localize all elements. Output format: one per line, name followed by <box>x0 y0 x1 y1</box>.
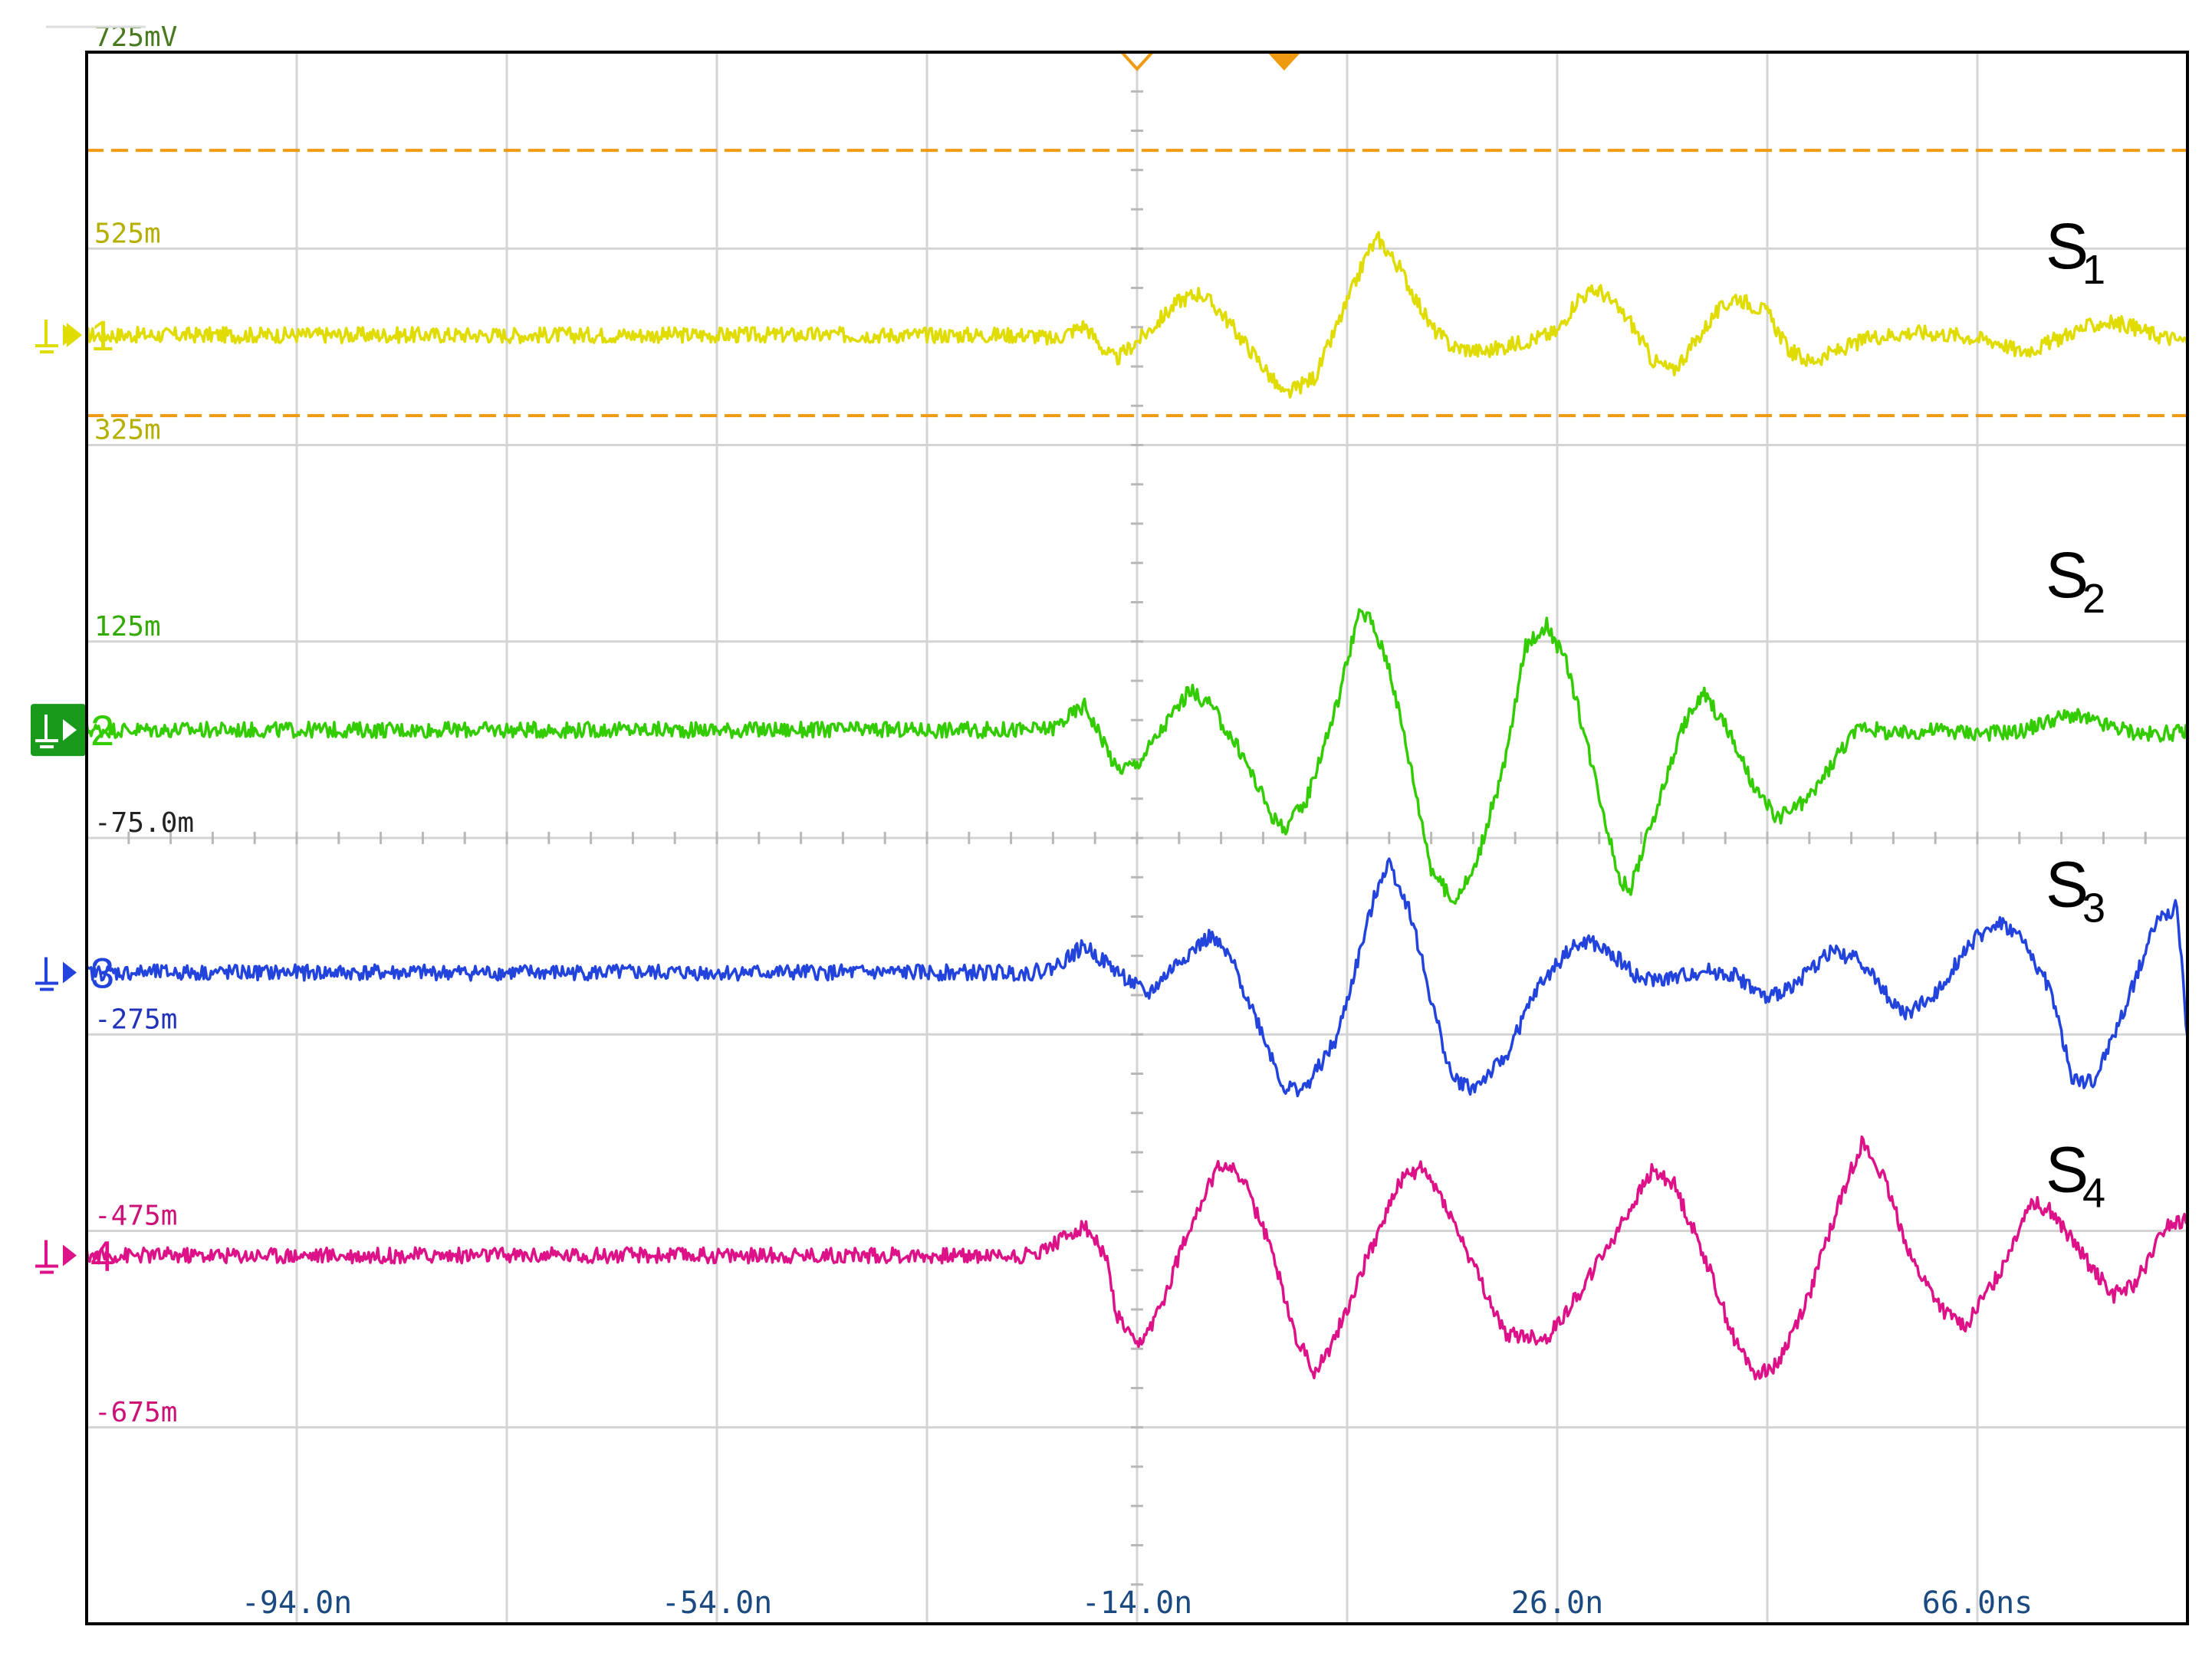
x-tick-label: 66.0ns <box>1922 1585 2033 1621</box>
annotation-s4: S4 <box>2046 1133 2105 1216</box>
y-tick-label: -75.0m <box>94 807 194 839</box>
trigger-marker-filled-icon <box>1267 52 1301 71</box>
annotation-s2: S2 <box>2046 539 2105 622</box>
trace-s4 <box>85 1135 2188 1381</box>
annotation-letter: S <box>2046 1133 2089 1205</box>
center-axis-ticks <box>85 51 2189 1625</box>
trace-s2 <box>85 608 2188 905</box>
y-tick-label: 125m <box>94 611 161 642</box>
x-tick-label: 26.0n <box>1511 1585 1603 1621</box>
x-tick-label: -54.0n <box>662 1585 773 1621</box>
ground-icon <box>35 1240 77 1274</box>
y-tick-label: -275m <box>94 1004 177 1035</box>
ground-arrow <box>63 324 77 346</box>
channel-number-label: 3 <box>90 949 114 997</box>
annotation-letter: S <box>2046 210 2089 282</box>
annotation-s3: S3 <box>2046 849 2105 932</box>
x-tick-label: -14.0n <box>1082 1585 1193 1621</box>
ground-arrow <box>63 719 77 741</box>
trigger-marker-open-icon <box>1118 51 1156 71</box>
signal-traces <box>85 231 2189 1381</box>
annotation-subscript: 4 <box>2082 1170 2105 1216</box>
trace-s1 <box>86 231 2189 399</box>
ground-arrow <box>63 961 77 984</box>
annotation-letter: S <box>2046 849 2089 921</box>
threshold-lines <box>87 149 2187 418</box>
ground-arrow <box>63 1244 77 1267</box>
y-tick-label: 325m <box>94 415 161 446</box>
ground-icon <box>35 957 77 991</box>
channel-markers: 1 2 3 4 <box>31 51 1301 1280</box>
plot-frame <box>85 51 2189 1625</box>
annotation-s1: S1 <box>2046 210 2105 293</box>
annotation-letter: S <box>2046 539 2089 611</box>
annotation-subscript: 2 <box>2082 576 2105 622</box>
y-tick-label: -675m <box>94 1397 177 1428</box>
ground-icon <box>31 704 86 757</box>
channel-number-label: 1 <box>90 311 114 360</box>
x-tick-label: -94.0n <box>242 1585 353 1621</box>
annotation-subscript: 3 <box>2082 886 2105 932</box>
annotation-subscript: 1 <box>2082 247 2105 293</box>
trace-s3 <box>85 857 2189 1098</box>
x-tick-labels: -94.0n -54.0n -14.0n 26.0n 66.0ns <box>242 1585 2033 1621</box>
y-tick-label: -475m <box>94 1201 177 1232</box>
ground-icon <box>35 320 77 353</box>
channel-2-active-box <box>31 704 86 757</box>
y-tick-label: 525m <box>94 218 161 249</box>
channel-number-label: 4 <box>90 1232 114 1280</box>
channel-number-label: 2 <box>90 706 114 754</box>
